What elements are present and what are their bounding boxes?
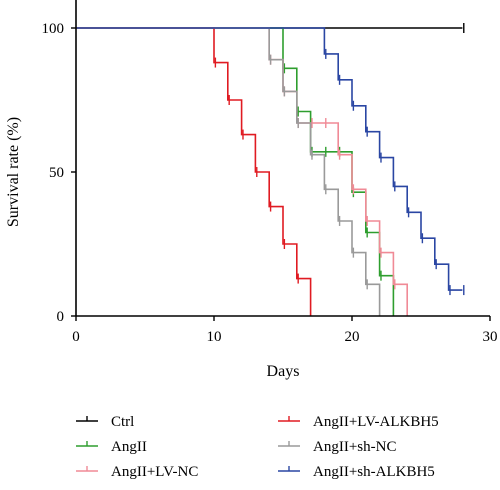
legend-item-angii: AngII: [76, 439, 147, 455]
x-axis-title: Days: [267, 363, 300, 380]
y-tick-label: 100: [42, 21, 65, 37]
tick-layer: 0 10 20 30 0 50 100: [42, 21, 498, 345]
x-tick-label: 20: [345, 329, 360, 345]
x-tick-label: 0: [72, 329, 80, 345]
survival-line-angii-lv-alkbh5: [76, 27, 312, 316]
survival-line-angii-sh-alkbh5: [76, 27, 463, 291]
legend-label: AngII+sh-ALKBH5: [313, 464, 435, 480]
survival-line-angii-lv-nc: [76, 27, 408, 316]
legend-label: Ctrl: [111, 414, 134, 430]
y-tick-label: 0: [57, 309, 65, 325]
y-tick-label: 50: [49, 165, 64, 181]
legend-item-angii-lv-nc: AngII+LV-NC: [76, 464, 198, 480]
series-layer: [76, 23, 465, 316]
legend-item-angii-sh-alkbh5: AngII+sh-ALKBH5: [278, 464, 435, 480]
legend-label: AngII+LV-NC: [111, 464, 198, 480]
legend: Ctrl AngII AngII+LV-NC AngII+LV-ALKBH5 AngII…: [76, 414, 439, 480]
y-axis-title: Survival rate (%): [5, 117, 22, 227]
legend-item-angii-sh-nc: AngII+sh-NC: [278, 439, 396, 455]
series-angii-sh-nc: [76, 27, 381, 316]
legend-label: AngII+sh-NC: [313, 439, 396, 455]
survival-line-angii: [76, 27, 395, 316]
x-tick-label: 30: [483, 329, 498, 345]
legend-item-angii-lv-alkbh5: AngII+LV-ALKBH5: [278, 414, 439, 430]
series-angii-lv-nc: [76, 27, 408, 316]
series-angii-sh-alkbh5: [76, 27, 465, 296]
survival-line-angii-sh-nc: [76, 27, 381, 316]
series-angii-lv-alkbh5: [76, 27, 312, 316]
legend-label: AngII+LV-ALKBH5: [313, 414, 439, 430]
series-angii: [76, 27, 395, 316]
legend-item-ctrl: Ctrl: [76, 414, 134, 430]
legend-label: AngII: [111, 439, 147, 455]
plot-area: 0 10 20 30 0 50 100: [42, 0, 498, 345]
x-tick-label: 10: [207, 329, 222, 345]
